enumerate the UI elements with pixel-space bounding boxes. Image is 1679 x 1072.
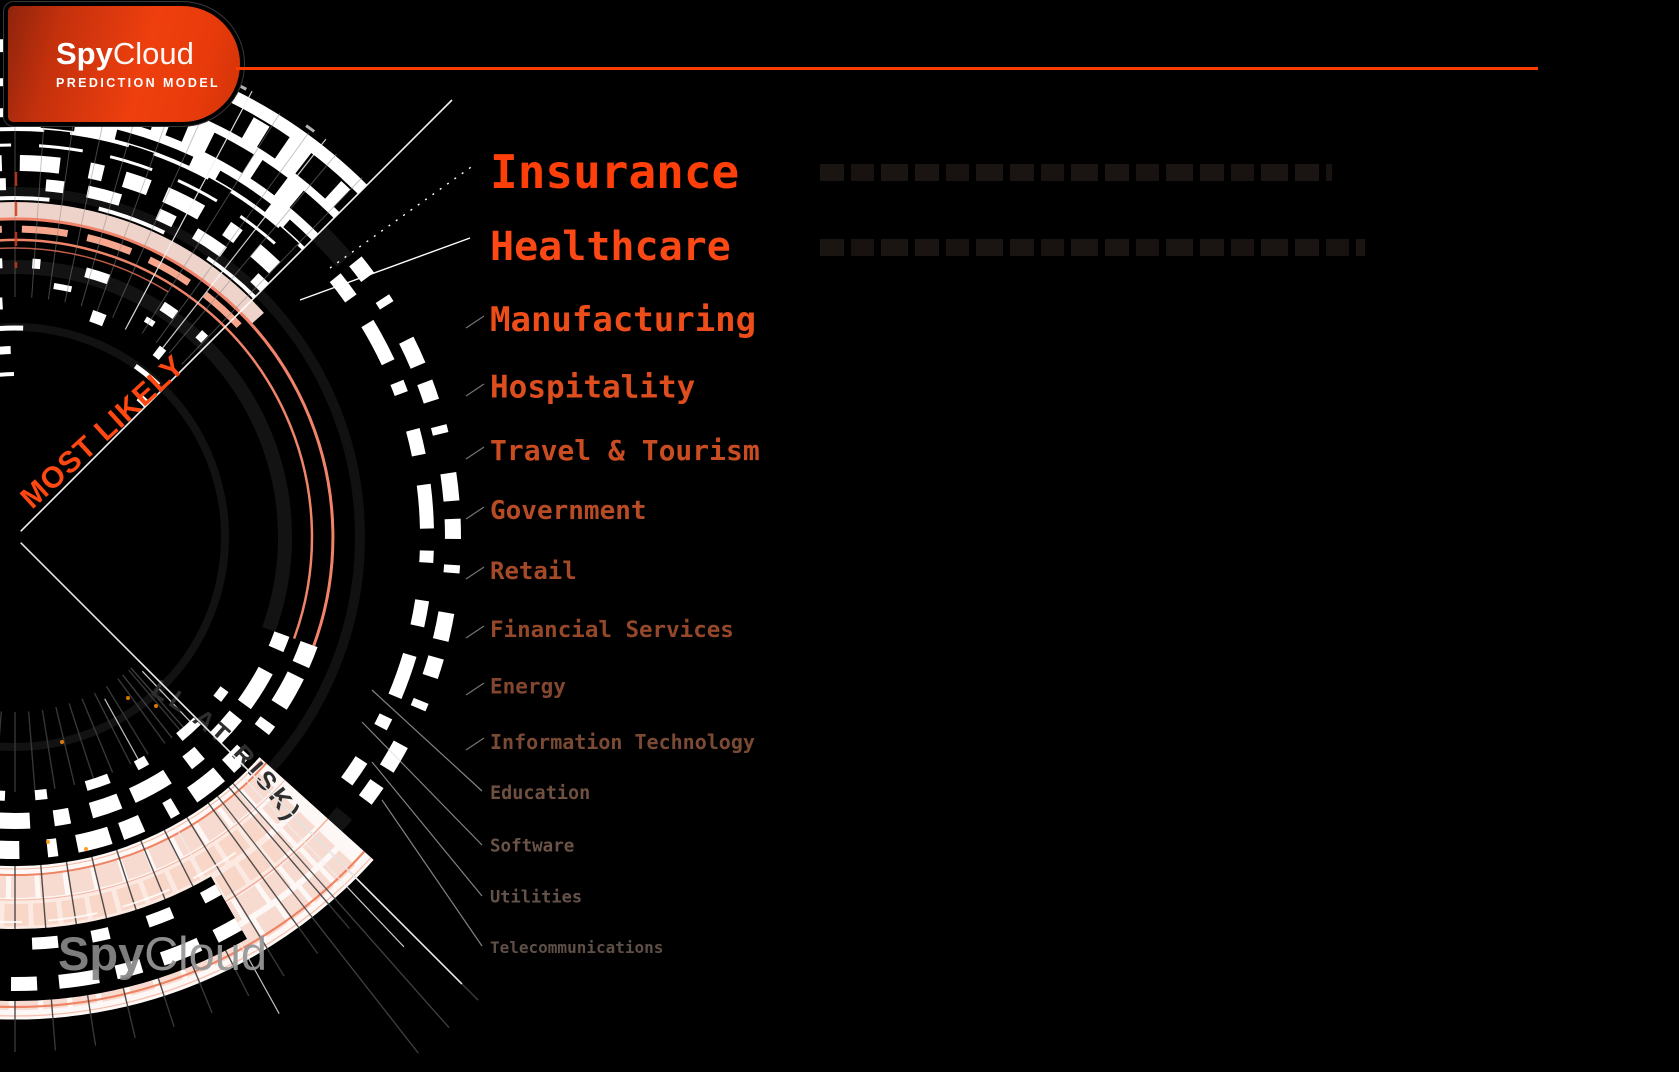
- label-tick: [465, 383, 485, 397]
- pink-line: [0, 857, 372, 1017]
- wedge-boundary-line: [20, 99, 453, 532]
- watermark-cloud: Cloud: [144, 927, 268, 980]
- ghost-ring: [0, 323, 229, 751]
- industry-label-utilities: Utilities: [490, 887, 583, 908]
- industry-label-energy: Energy: [490, 674, 566, 699]
- watermark-logo: SpyCloud: [58, 930, 267, 977]
- industry-label-government: Government: [490, 496, 647, 526]
- radial-spoke: [105, 685, 285, 977]
- white-cell-arc: [0, 918, 242, 991]
- black-cell-arc: [0, 117, 312, 248]
- label-tick: [465, 737, 485, 751]
- white-cell-arc: [329, 273, 435, 801]
- white-cell-arc: [349, 256, 461, 818]
- radial-spoke: [112, 79, 219, 318]
- industry-label-financial-services: Financial Services: [490, 616, 734, 643]
- black-cell-arc: [0, 128, 304, 251]
- salmon-arc: [0, 247, 169, 293]
- white-cell-arc: [0, 851, 237, 924]
- logo-wordmark: SpyCloud: [56, 38, 240, 69]
- radial-spoke: [141, 670, 405, 948]
- pink-grid-arc: [0, 772, 275, 898]
- leader-line-bottom-3: [381, 799, 483, 947]
- most-likely-label: MOST LIKELY: [14, 349, 191, 515]
- industry-label-education: Education: [490, 782, 591, 804]
- radial-spoke: [128, 669, 351, 930]
- white-cell-arc: [0, 258, 213, 347]
- label-tick: [465, 315, 485, 329]
- industry-label-software: Software: [490, 836, 575, 857]
- leader-line-healthcare: [299, 237, 471, 301]
- label-tick: [465, 682, 485, 696]
- radial-spoke: [141, 112, 281, 334]
- pink-line: [0, 850, 366, 1009]
- accent-speck: [60, 740, 64, 744]
- header-rule: [236, 67, 1538, 70]
- belt-black: [0, 623, 325, 867]
- accent-speck: [154, 704, 158, 708]
- illegible-annotation: [820, 164, 1332, 181]
- pink-grid-arc: [0, 791, 295, 927]
- industry-label-insurance: Insurance: [490, 145, 740, 199]
- pink-band: [0, 814, 287, 959]
- radial-spoke: [117, 678, 319, 955]
- radial-spoke: [168, 153, 337, 354]
- radial-spoke: [155, 132, 310, 344]
- radial-spoke: [181, 176, 363, 365]
- salmon-arc: [0, 225, 251, 338]
- accent-speck: [126, 696, 130, 700]
- industry-label-hospitality: Hospitality: [490, 369, 696, 406]
- white-cell-arc: [0, 196, 257, 299]
- radial-spoke: [124, 90, 253, 330]
- industry-label-travel-tourism: Travel & Tourism: [490, 434, 760, 467]
- industry-label-telecommunications: Telecommunications: [490, 938, 664, 957]
- accent-speck: [84, 847, 88, 851]
- industry-label-healthcare: Healthcare: [490, 224, 731, 270]
- logo-cloud: Cloud: [112, 36, 194, 71]
- wedge-boundary-line: [20, 542, 463, 985]
- white-cell-arc: [0, 297, 185, 376]
- illegible-annotation: [820, 239, 1365, 256]
- white-cell-arc: [0, 641, 318, 860]
- white-cell-arc: [0, 155, 286, 279]
- label-tick: [465, 506, 485, 520]
- industry-label-manufacturing: Manufacturing: [490, 300, 757, 340]
- label-tick: [465, 625, 485, 639]
- mouth-black: [317, 245, 468, 829]
- radial-spoke: [122, 674, 419, 1054]
- industry-label-information-technology: Information Technology: [490, 730, 755, 754]
- logo-spy: Spy: [56, 36, 113, 71]
- radial-spoke: [104, 698, 280, 1014]
- leader-line-bottom-0: [371, 689, 483, 792]
- leader-line-bottom-1: [361, 721, 483, 846]
- spycloud-logo-badge: SpyCloud PREDICTION MODEL: [8, 6, 240, 122]
- logo-subtitle: PREDICTION MODEL: [56, 76, 221, 90]
- white-cell-arc: [0, 143, 294, 261]
- leader-line-bottom-2: [371, 761, 483, 897]
- watermark-spy: Spy: [58, 927, 145, 980]
- label-tick: [465, 446, 485, 460]
- bottom-black-band: [0, 876, 247, 1001]
- accent-speck: [46, 840, 50, 844]
- white-cell-arc: [0, 631, 290, 829]
- radial-spoke: [159, 138, 327, 353]
- white-cell-arc: [0, 325, 165, 391]
- industry-label-retail: Retail: [490, 557, 577, 585]
- salmon-band: [0, 202, 264, 324]
- label-tick: [465, 566, 485, 580]
